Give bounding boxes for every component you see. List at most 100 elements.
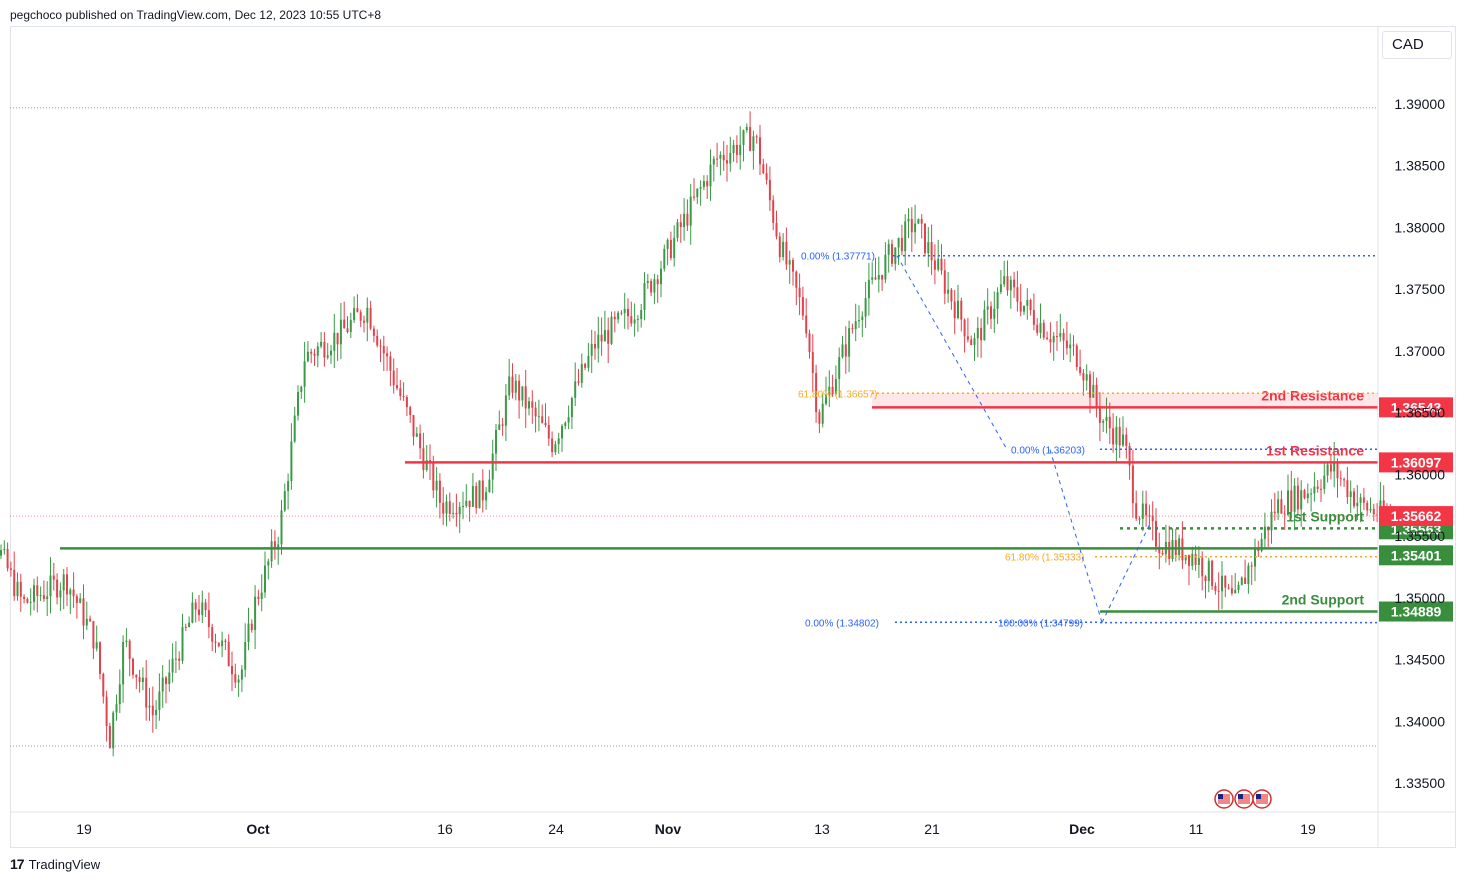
candle-up xyxy=(168,672,171,685)
flag-stripes xyxy=(1256,794,1268,804)
candle-down xyxy=(501,424,504,426)
candle-up xyxy=(904,221,907,252)
candle-down xyxy=(89,618,92,622)
candle-down xyxy=(396,385,398,389)
candle-down xyxy=(963,319,966,337)
candle-up xyxy=(415,433,418,437)
candle-down xyxy=(735,144,738,156)
candle-up xyxy=(1277,499,1280,514)
candle-down xyxy=(224,640,227,642)
candle-up xyxy=(349,320,352,333)
candle-down xyxy=(650,280,653,293)
candle-up xyxy=(1184,555,1187,561)
currency-selector[interactable]: CAD xyxy=(1382,31,1452,59)
candle-up xyxy=(1240,577,1243,585)
y-tick-label: 1.34000 xyxy=(1394,713,1445,729)
candle-down xyxy=(138,677,141,683)
candle-down xyxy=(1273,511,1276,514)
candle-down xyxy=(808,333,811,353)
candle-down xyxy=(966,336,969,340)
candle-down xyxy=(874,277,877,280)
candle-up xyxy=(495,429,497,454)
candle-up xyxy=(514,380,517,393)
candle-up xyxy=(610,316,613,344)
candle-up xyxy=(303,361,306,387)
candle-up xyxy=(1115,426,1118,445)
candle-down xyxy=(42,595,45,600)
candle-up xyxy=(739,144,742,156)
candle-down xyxy=(26,599,29,603)
candle-down xyxy=(910,218,913,233)
candle-down xyxy=(801,297,804,316)
candle-down xyxy=(544,422,547,426)
candle-up xyxy=(983,309,986,341)
candle-up xyxy=(1263,526,1266,539)
level-price-label: 1.36097 xyxy=(1391,454,1442,470)
candle-down xyxy=(207,610,210,628)
candle-up xyxy=(320,341,323,347)
candle-up xyxy=(3,549,6,551)
level-label-1st-support: 1st Support xyxy=(1286,508,1364,524)
candle-down xyxy=(805,315,808,334)
candle-down xyxy=(1131,465,1134,504)
candle-down xyxy=(194,602,197,610)
candle-up xyxy=(554,444,557,453)
fib-swing-line xyxy=(896,255,1008,450)
candle-up xyxy=(316,346,319,356)
candle-down xyxy=(990,306,992,319)
candle-up xyxy=(689,196,692,226)
candle-up xyxy=(567,417,570,423)
candle-down xyxy=(432,461,435,491)
candle-down xyxy=(541,416,544,423)
footer-brand[interactable]: 17 TradingView xyxy=(10,856,100,872)
y-tick-label: 1.38500 xyxy=(1394,158,1445,174)
candle-down xyxy=(1346,480,1349,498)
fib-label: 0.00% (1.37771) xyxy=(801,252,875,263)
candle-up xyxy=(277,544,280,549)
candle-down xyxy=(630,316,633,324)
candle-up xyxy=(1105,416,1108,422)
candle-up xyxy=(498,424,501,430)
candle-up xyxy=(973,338,976,346)
candle-up xyxy=(788,260,791,265)
candle-down xyxy=(924,223,926,254)
candle-down xyxy=(1082,373,1085,381)
candle-down xyxy=(818,412,821,424)
candle-up xyxy=(1247,565,1250,584)
candle-down xyxy=(99,642,101,674)
x-tick-label: Nov xyxy=(655,821,682,837)
candle-up xyxy=(1221,575,1223,592)
candle-up xyxy=(1234,589,1237,594)
candle-down xyxy=(1108,416,1111,429)
candlesticks xyxy=(0,111,1392,757)
candle-up xyxy=(125,640,128,643)
economic-events-icons[interactable] xyxy=(1214,789,1272,809)
candle-up xyxy=(861,316,864,321)
fib-label: 100.00% (1.34799) xyxy=(998,619,1083,630)
candle-down xyxy=(656,279,659,285)
candle-down xyxy=(257,596,260,600)
candle-up xyxy=(330,350,332,356)
candle-up xyxy=(1003,276,1006,285)
candle-up xyxy=(287,480,290,492)
candle-up xyxy=(237,679,240,683)
candle-down xyxy=(56,579,59,598)
candle-down xyxy=(92,621,95,649)
candle-up xyxy=(729,153,732,164)
candle-up xyxy=(161,677,164,692)
candle-up xyxy=(643,283,646,311)
candle-up xyxy=(240,669,243,680)
candle-up xyxy=(897,237,900,248)
candle-up xyxy=(976,327,979,339)
candle-up xyxy=(821,403,824,424)
candle-up xyxy=(848,328,851,357)
candle-down xyxy=(749,126,752,151)
candle-up xyxy=(673,237,676,259)
candle-up xyxy=(1323,475,1326,489)
candle-up xyxy=(62,574,65,591)
candle-up xyxy=(504,395,507,426)
candle-down xyxy=(273,541,276,549)
x-tick-label: 19 xyxy=(1300,821,1316,837)
candle-down xyxy=(518,380,521,401)
